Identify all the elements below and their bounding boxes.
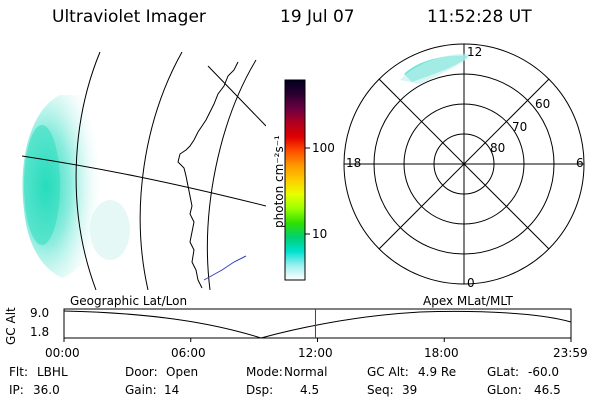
altitude-curve <box>63 310 572 339</box>
polar-mlt-18: 18 <box>346 156 362 170</box>
timeline-ymin: 1.8 <box>30 325 50 339</box>
polar-mlt-6: 6 <box>576 156 584 170</box>
timeline-x-00: 00:00 <box>45 346 80 360</box>
longitude-arc-3 <box>206 59 257 290</box>
polar-plot <box>343 43 585 285</box>
timeline-left-title: Geographic Lat/Lon <box>70 294 188 308</box>
aurora-core <box>24 125 60 245</box>
latitude-line <box>22 155 266 207</box>
coastline <box>177 61 239 289</box>
timeline-plot <box>63 308 572 342</box>
polar-diagonal-2 <box>378 78 550 250</box>
colorbar-label-100: 100 <box>312 141 335 155</box>
info-dsp-value: 4.5 <box>300 383 320 397</box>
longitude-arc-2 <box>139 51 183 290</box>
info-dsp-label: Dsp: <box>246 383 274 397</box>
info-glon-label: GLon: <box>487 383 522 397</box>
aurora-faint-fringe <box>90 200 130 260</box>
timeline-ymax: 9.0 <box>30 306 50 320</box>
info-door-value: Open <box>166 365 199 379</box>
info-flt-label: Flt: <box>9 365 28 379</box>
info-flt-value: LBHL <box>37 365 68 379</box>
longitude-arc-1 <box>75 51 101 290</box>
info-seq-label: Seq: <box>367 383 394 397</box>
info-gcalt-value: 4.9 Re <box>418 365 457 379</box>
header-time: 11:52:28 UT <box>427 7 532 27</box>
timeline-right-title: Apex MLat/MLT <box>423 294 513 308</box>
polar-lat-60: 60 <box>535 97 551 111</box>
info-gcalt-label: GC Alt: <box>367 365 409 379</box>
info-glat-label: GLat: <box>487 365 520 379</box>
info-glon-value: 46.5 <box>534 383 561 397</box>
info-gain-label: Gain: <box>125 383 157 397</box>
polar-mlt-12: 12 <box>467 45 483 59</box>
info-gain-value: 14 <box>164 383 180 397</box>
info-ip-value: 36.0 <box>33 383 60 397</box>
info-mode-label: Mode: <box>246 365 283 379</box>
timeline-x-06: 06:00 <box>171 346 206 360</box>
colorbar-unit-label: photon cm⁻²s⁻¹ <box>272 135 286 228</box>
header-date: 19 Jul 07 <box>280 7 355 27</box>
polar-lat-80: 80 <box>490 141 506 155</box>
timeline-x-12: 12:00 <box>298 346 333 360</box>
timeline-x-18: 18:00 <box>424 346 459 360</box>
polar-mlt-0: 0 <box>467 276 475 290</box>
timeline-frame <box>63 308 572 339</box>
info-door-label: Door: <box>125 365 158 379</box>
geographic-map-panel <box>22 51 266 290</box>
info-mode-value: Normal <box>284 365 328 379</box>
timeline-x-2359: 23:59 <box>553 346 588 360</box>
coastline-south <box>203 255 247 281</box>
colorbar-label-10: 10 <box>312 227 328 241</box>
app-title: Ultraviolet Imager <box>52 7 206 27</box>
polar-lat-70: 70 <box>512 120 528 134</box>
grid-diagonal <box>207 65 266 127</box>
info-ip-label: IP: <box>9 383 24 397</box>
info-seq-value: 39 <box>402 383 418 397</box>
colorbar <box>284 79 306 281</box>
info-glat-value: -60.0 <box>528 365 560 379</box>
timeline-axis-label: GC Alt <box>4 307 18 345</box>
polar-aurora-fringe <box>400 53 470 84</box>
